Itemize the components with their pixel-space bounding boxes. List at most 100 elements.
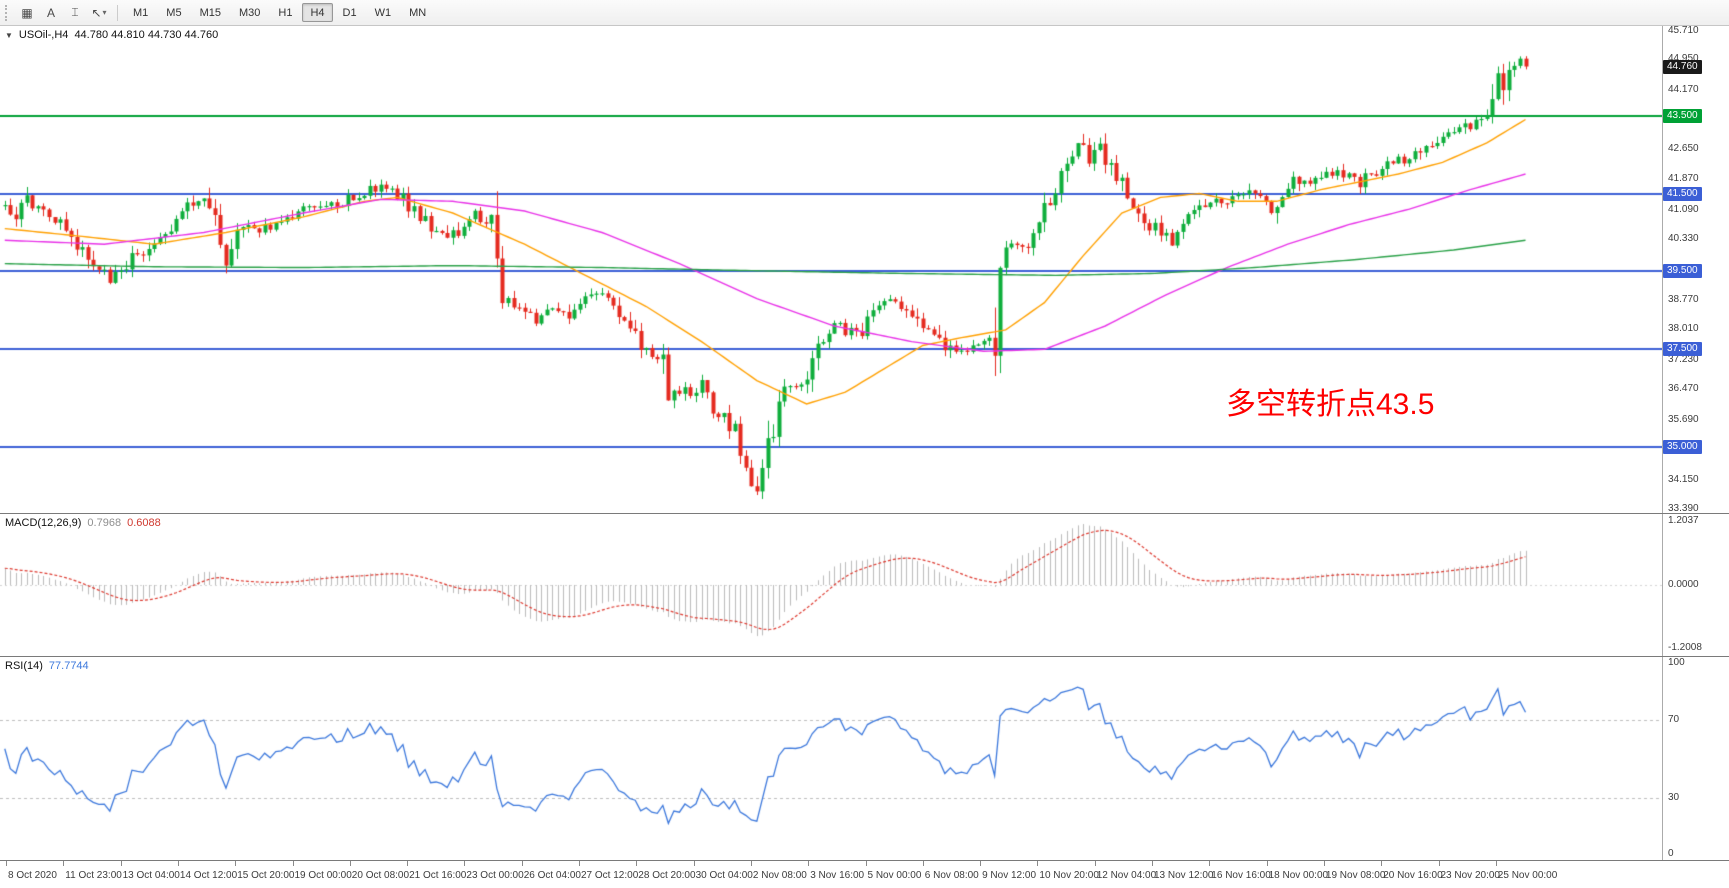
dropdown-caret-icon: ▾ [102,8,107,17]
time-tick [1381,861,1383,866]
time-tick-label: 23 Oct 00:00 [466,870,524,881]
timeframe-button-w1[interactable]: W1 [374,7,392,19]
timeframe-button-m30[interactable]: M30 [238,7,261,19]
arrow-objects-icon: ↖ [91,5,102,20]
macd-main-value: 0.7968 [87,517,122,529]
current-price-box: 44.760 [1663,59,1702,74]
time-tick [636,861,638,866]
price-tick-label: 40.330 [1668,233,1699,245]
time-tick [1266,861,1268,866]
time-tick-label: 15 Oct 20:00 [237,870,295,881]
rsi-panel: RSI(14) 77.7744 100 70 30 0 [0,657,1729,861]
time-tick [1438,861,1440,866]
text-label-button[interactable]: A [40,3,62,23]
rsi-label: RSI(14) [5,660,43,672]
ohlc-values: 44.780 44.810 44.730 44.760 [74,29,219,41]
time-tick [521,861,523,866]
time-tick-label: 18 Nov 00:00 [1268,870,1329,881]
main-price-axis[interactable]: 45.710 44.950 44.170 42.650 41.870 41.090 40.3… [1662,25,1729,515]
macd-label-row: MACD(12,26,9) 0.7968 0.6088 [5,517,161,529]
time-tick [1323,861,1325,866]
rsi-canvas[interactable] [0,657,1662,860]
time-tick-label: 23 Nov 20:00 [1440,870,1501,881]
time-tick [235,861,237,866]
time-tick [1495,861,1497,866]
time-tick-label: 13 Nov 12:00 [1154,870,1214,881]
time-tick-label: 3 Nov 16:00 [810,870,865,881]
time-tick [1152,861,1153,866]
time-tick-label: 28 Oct 20:00 [638,870,696,881]
price-tick-label: 33.390 [1668,503,1699,515]
timeframe-button-h1[interactable]: H1 [278,7,293,19]
time-tick-label: 6 Nov 08:00 [924,870,979,881]
text-cursor-button[interactable]: ⌶ [64,3,86,23]
macd-plot: MACD(12,26,9) 0.7968 0.6088 [0,514,1662,656]
price-tick-label: 44.170 [1668,83,1699,95]
hline-price-box: 37.500 [1663,342,1702,357]
symbol-marker-icon[interactable]: ▼ [5,30,13,40]
time-tick-label: 12 Nov 04:00 [1096,870,1157,881]
rsi-plot: RSI(14) 77.7744 [0,657,1662,860]
time-tick-label: 19 Oct 00:00 [294,870,352,881]
drawing-tools-group: ▦ A ⌶ ↖ ▾ [15,3,111,23]
timeframe-button-h4[interactable]: H4 [302,3,333,22]
time-tick [750,861,752,866]
macd-label: MACD(12,26,9) [5,517,82,529]
price-tick-label: 34.150 [1668,473,1699,485]
time-tick [693,861,695,866]
time-tick [464,861,466,866]
timeframe-group: M1 M5 M15 M30 H1 H4 D1 W1 MN [124,3,435,22]
arrow-objects-button[interactable]: ↖ ▾ [88,3,110,23]
price-tick-label: 38.770 [1668,293,1699,305]
time-tick-label: 10 Nov 20:00 [1039,870,1099,881]
macd-price-axis[interactable]: 1.2037 0.0000 -1.2008 [1662,514,1729,656]
annotation-text[interactable]: 多空转折点43.5 [1226,388,1435,421]
time-tick [1094,861,1096,866]
toolbar-grip[interactable] [5,4,9,21]
time-tick [6,861,7,866]
hline-price-box: 35.000 [1663,439,1702,454]
time-tick [407,861,409,866]
time-tick-label: 8 Oct 2020 [8,870,57,881]
time-tick [980,861,982,866]
timeframe-button-d1[interactable]: D1 [342,7,357,19]
toolbar-separator [117,4,118,21]
time-tick [292,861,294,866]
time-tick-label: 27 Oct 12:00 [581,870,639,881]
time-tick [63,861,65,866]
time-tick-label: 16 Nov 16:00 [1211,870,1271,881]
main-plot: ▼ USOil-,H4 44.780 44.810 44.730 44.760 … [0,26,1662,513]
time-tick [1209,861,1211,866]
time-axis[interactable]: 8 Oct 2020 11 Oct 23:00 13 Oct 04:00 14 Oct… [0,861,1729,888]
symbol-period-label: USOil-,H4 [18,29,69,41]
time-tick-label: 20 Oct 08:00 [351,870,410,881]
macd-scale-label: 0.0000 [1668,579,1699,590]
chart-grid-button[interactable]: ▦ [16,3,38,23]
timeframe-button-m1[interactable]: M1 [133,7,149,19]
timeframe-button-mn[interactable]: MN [409,7,427,19]
rsi-price-axis[interactable]: 100 70 30 0 [1662,657,1729,860]
main-chart-canvas[interactable] [0,26,1662,513]
time-tick [579,861,580,866]
time-tick-label: 21 Oct 16:00 [409,870,467,881]
rsi-scale-label: 100 [1668,657,1685,668]
time-tick-label: 19 Nov 08:00 [1325,870,1386,881]
toolbar: ▦ A ⌶ ↖ ▾ M1 M5 M15 M30 H1 H4 D1 W1 MN [0,0,1729,26]
hline-price-box: 39.500 [1663,264,1702,279]
macd-panel: MACD(12,26,9) 0.7968 0.6088 1.2037 0.0000 -1… [0,514,1729,657]
time-tick [922,861,924,866]
timeframe-button-m5[interactable]: M5 [166,7,182,19]
price-tick-label: 45.710 [1668,25,1699,36]
text-cursor-icon: ⌶ [71,5,79,19]
chart-title: ▼ USOil-,H4 44.780 44.810 44.730 44.760 [5,29,218,41]
hline-price-box: 41.500 [1663,186,1702,201]
rsi-scale-label: 30 [1668,791,1680,803]
time-tick-label: 30 Oct 04:00 [695,870,753,881]
macd-signal-value: 0.6088 [127,517,161,529]
macd-canvas[interactable] [0,514,1662,656]
price-tick-label: 36.470 [1668,383,1699,395]
timeframe-button-m15[interactable]: M15 [199,7,221,19]
time-tick-label: 26 Oct 04:00 [523,870,581,881]
time-tick [349,861,351,866]
